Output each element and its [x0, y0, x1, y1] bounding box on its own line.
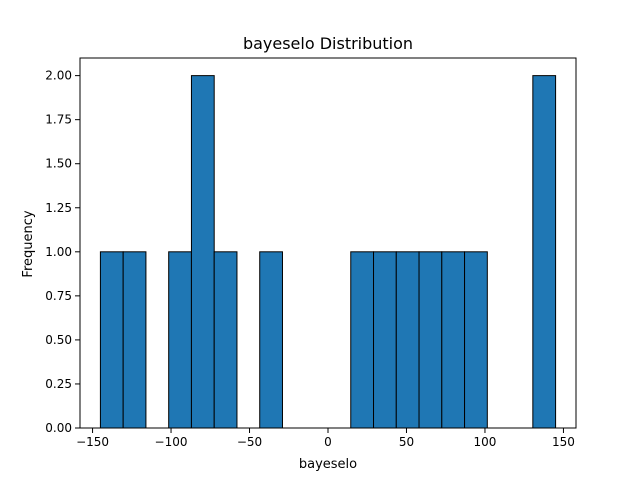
bars-group [99, 75, 557, 429]
y-tick-label: 2.00 [45, 69, 72, 83]
histogram-bar [99, 251, 124, 429]
histogram-bar [168, 251, 192, 429]
y-tick-label: 1.25 [45, 201, 72, 215]
x-tick-label: −100 [155, 435, 188, 449]
histogram-bar [213, 251, 238, 429]
histogram-bar [441, 251, 466, 429]
histogram-bar [122, 251, 147, 429]
chart-title: bayeselo Distribution [243, 34, 413, 53]
y-axis-ticks: 0.00 0.25 0.50 0.75 1.00 1.25 1.50 1.75 2.00 [45, 69, 80, 435]
histogram-bar [350, 251, 375, 429]
histogram-bar [395, 251, 420, 429]
histogram-bar [190, 75, 215, 429]
x-tick-label: 0 [324, 435, 332, 449]
y-tick-label: 1.50 [45, 157, 72, 171]
plot-frame [79, 57, 577, 429]
histogram-bar [532, 75, 557, 429]
histogram-bar [373, 251, 397, 429]
x-tick-label: −150 [76, 435, 109, 449]
x-tick-label: 100 [474, 435, 497, 449]
y-tick-label: 1.00 [45, 245, 72, 259]
y-axis-label: Frequency [21, 210, 36, 277]
x-tick-label: 50 [399, 435, 414, 449]
y-tick-label: 0.25 [45, 377, 72, 391]
y-tick-label: 0.75 [45, 289, 72, 303]
y-tick-label: 0.00 [45, 421, 72, 435]
x-axis-label: bayeselo [299, 457, 357, 472]
histogram-bar [259, 251, 283, 429]
x-axis-ticks: −150 −100 −50 0 50 100 150 [76, 428, 575, 449]
y-tick-label: 0.50 [45, 333, 72, 347]
x-tick-label: −50 [237, 435, 262, 449]
histogram-bar [418, 251, 443, 429]
x-tick-label: 150 [552, 435, 575, 449]
histogram-bar [464, 251, 488, 429]
y-tick-label: 1.75 [45, 113, 72, 127]
